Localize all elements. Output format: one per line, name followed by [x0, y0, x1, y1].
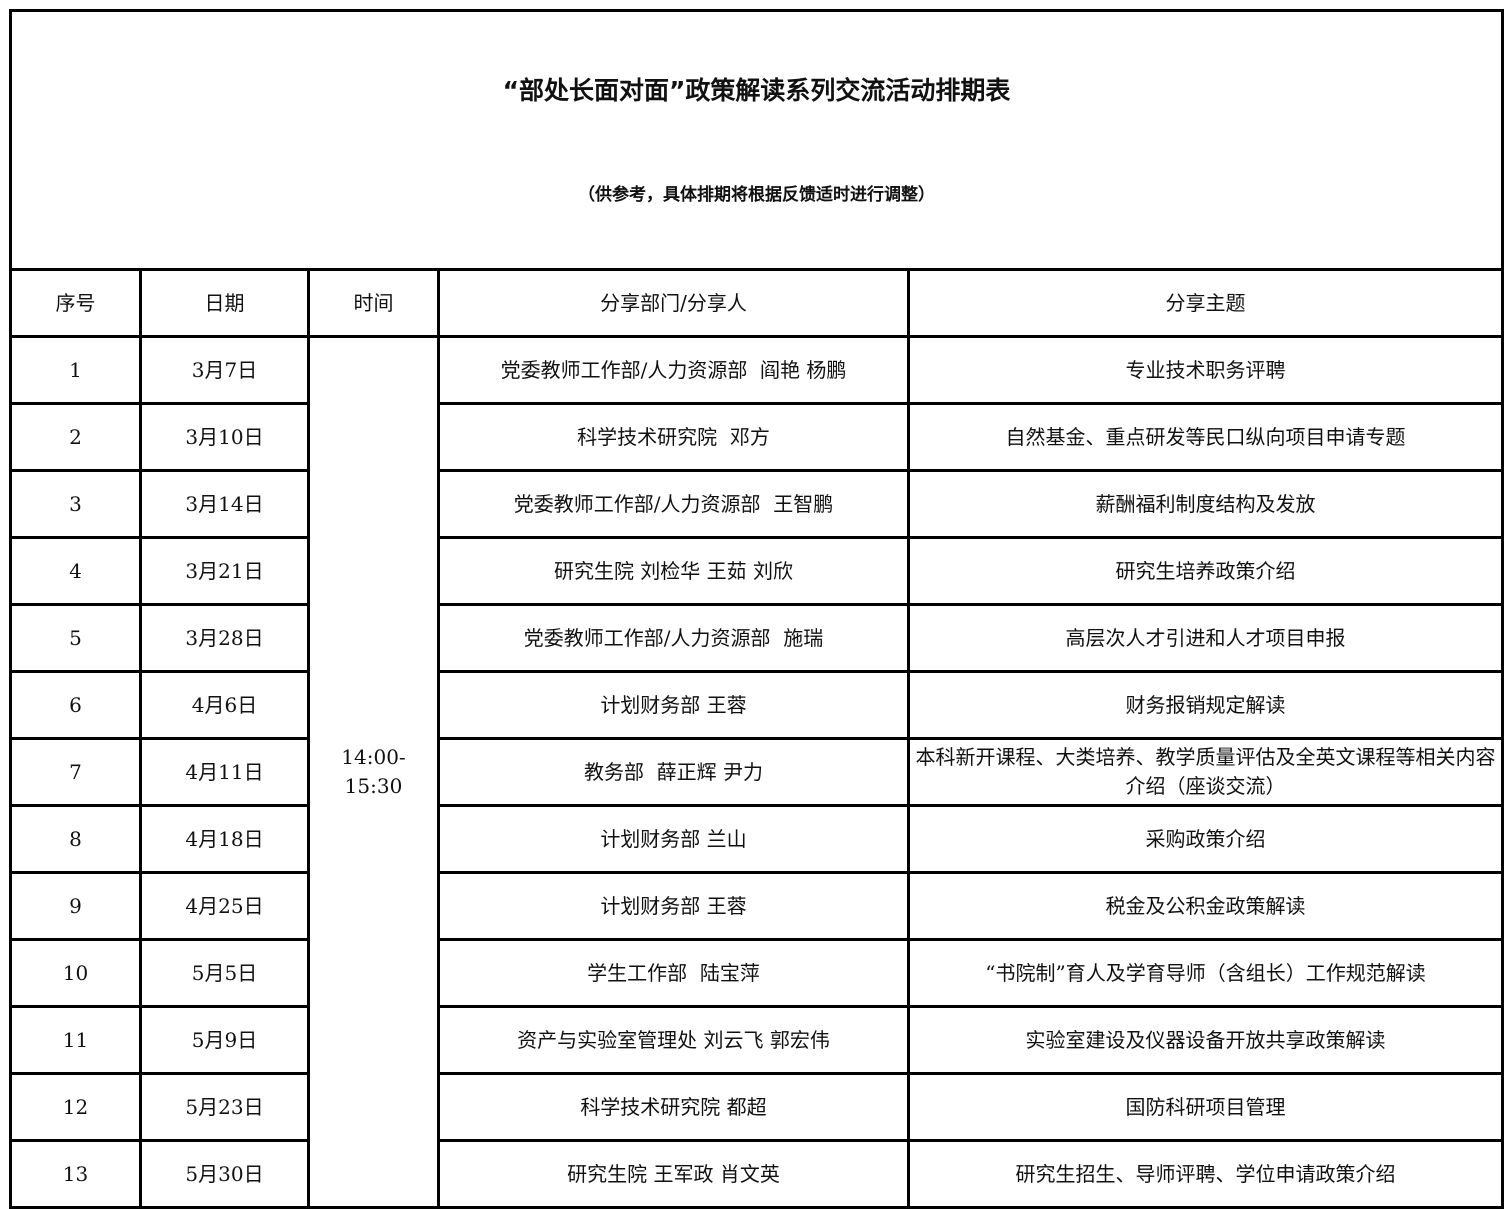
cell-no: 13: [9, 1139, 142, 1209]
cell-date: 5月30日: [139, 1139, 310, 1209]
header-time: 时间: [307, 268, 440, 338]
table-row: 5 3月28日 党委教师工作部/人力资源部 施瑞 高层次人才引进和人才项目申报: [9, 603, 1505, 673]
header-date: 日期: [139, 268, 310, 338]
cell-date: 3月28日: [139, 603, 310, 673]
cell-dept: 党委教师工作部/人力资源部 王智鹏: [437, 469, 910, 539]
header-topic: 分享主题: [906, 268, 1505, 338]
cell-time: 14:00- 15:30: [307, 335, 440, 1209]
cell-topic: 高层次人才引进和人才项目申报: [906, 603, 1505, 673]
table-row: 11 5月9日 资产与实验室管理处 刘云飞 郭宏伟 实验室建设及仪器设备开放共享政策解…: [9, 1005, 1505, 1075]
cell-no: 6: [9, 670, 142, 740]
cell-no: 10: [9, 938, 142, 1008]
schedule-table: “部处长面对面”政策解读系列交流活动排期表 （供参考，具体排期将根据反馈适时进行…: [8, 9, 1505, 1209]
cell-dept: 党委教师工作部/人力资源部 施瑞: [437, 603, 910, 673]
cell-no: 12: [9, 1072, 142, 1142]
table-row: 8 4月18日 计划财务部 兰山 采购政策介绍: [9, 804, 1505, 874]
cell-topic: 薪酬福利制度结构及发放: [906, 469, 1505, 539]
cell-no: 4: [9, 536, 142, 606]
cell-date: 4月11日: [139, 737, 310, 807]
header-row: 序号 日期 时间 分享部门/分享人 分享主题: [9, 268, 1505, 338]
page-subtitle: （供参考，具体排期将根据反馈适时进行调整）: [578, 185, 935, 205]
cell-date: 5月9日: [139, 1005, 310, 1075]
cell-dept: 教务部 薛正辉 尹力: [437, 737, 910, 807]
cell-dept: 学生工作部 陆宝萍: [437, 938, 910, 1008]
cell-topic: 研究生培养政策介绍: [906, 536, 1505, 606]
cell-topic: 国防科研项目管理: [906, 1072, 1505, 1142]
cell-topic: 财务报销规定解读: [906, 670, 1505, 740]
table-row: 7 4月11日 教务部 薛正辉 尹力 本科新开课程、大类培养、教学质量评估及全英文课程…: [9, 737, 1505, 807]
cell-no: 8: [9, 804, 142, 874]
table-row: 12 5月23日 科学技术研究院 都超 国防科研项目管理: [9, 1072, 1505, 1142]
cell-date: 3月14日: [139, 469, 310, 539]
cell-topic: 税金及公积金政策解读: [906, 871, 1505, 941]
cell-topic: 实验室建设及仪器设备开放共享政策解读: [906, 1005, 1505, 1075]
page-title: “部处长面对面”政策解读系列交流活动排期表: [502, 76, 1011, 105]
cell-no: 1: [9, 335, 142, 405]
cell-date: 3月7日: [139, 335, 310, 405]
table-row: 3 3月14日 党委教师工作部/人力资源部 王智鹏 薪酬福利制度结构及发放: [9, 469, 1505, 539]
table-row: 13 5月30日 研究生院 王军政 肖文英 研究生招生、导师评聘、学位申请政策介绍: [9, 1139, 1505, 1209]
table-row: 10 5月5日 学生工作部 陆宝萍 “书院制”育人及学育导师（含组长）工作规范解读: [9, 938, 1505, 1008]
cell-dept: 科学技术研究院 都超: [437, 1072, 910, 1142]
cell-topic: 自然基金、重点研发等民口纵向项目申请专题: [906, 402, 1505, 472]
cell-no: 3: [9, 469, 142, 539]
cell-topic: 采购政策介绍: [906, 804, 1505, 874]
cell-no: 9: [9, 871, 142, 941]
cell-no: 11: [9, 1005, 142, 1075]
cell-date: 4月6日: [139, 670, 310, 740]
table-row: 1 3月7日 14:00- 15:30 党委教师工作部/人力资源部 阎艳 杨鹏 专业技术…: [9, 335, 1505, 1209]
cell-topic: 本科新开课程、大类培养、教学质量评估及全英文课程等相关内容介绍（座谈交流）: [906, 737, 1505, 807]
cell-dept: 计划财务部 兰山: [437, 804, 910, 874]
cell-dept: 研究生院 刘检华 王茹 刘欣: [437, 536, 910, 606]
cell-topic: 专业技术职务评聘: [906, 335, 1505, 405]
table-row: 4 3月21日 研究生院 刘检华 王茹 刘欣 研究生培养政策介绍: [9, 536, 1505, 606]
cell-date: 3月10日: [139, 402, 310, 472]
cell-dept: 资产与实验室管理处 刘云飞 郭宏伟: [437, 1005, 910, 1075]
cell-date: 5月23日: [139, 1072, 310, 1142]
table-row: 2 3月10日 科学技术研究院 邓方 自然基金、重点研发等民口纵向项目申请专题: [9, 402, 1505, 472]
cell-dept: 研究生院 王军政 肖文英: [437, 1139, 910, 1209]
cell-no: 5: [9, 603, 142, 673]
cell-date: 4月18日: [139, 804, 310, 874]
cell-date: 3月21日: [139, 536, 310, 606]
cell-dept: 科学技术研究院 邓方: [437, 402, 910, 472]
header-dept: 分享部门/分享人: [437, 268, 910, 338]
cell-dept: 计划财务部 王蓉: [437, 871, 910, 941]
cell-no: 7: [9, 737, 142, 807]
cell-date: 4月25日: [139, 871, 310, 941]
cell-date: 5月5日: [139, 938, 310, 1008]
table-row: 6 4月6日 计划财务部 王蓉 财务报销规定解读: [9, 670, 1505, 740]
cell-topic: “书院制”育人及学育导师（含组长）工作规范解读: [906, 938, 1505, 1008]
table-row: 9 4月25日 计划财务部 王蓉 税金及公积金政策解读: [9, 871, 1505, 941]
header-no: 序号: [9, 268, 142, 338]
cell-topic: 研究生招生、导师评聘、学位申请政策介绍: [906, 1139, 1505, 1209]
cell-dept: 党委教师工作部/人力资源部 阎艳 杨鹏: [437, 335, 910, 405]
title-cell: “部处长面对面”政策解读系列交流活动排期表 （供参考，具体排期将根据反馈适时进行…: [8, 9, 1505, 271]
cell-no: 2: [9, 402, 142, 472]
cell-dept: 计划财务部 王蓉: [437, 670, 910, 740]
